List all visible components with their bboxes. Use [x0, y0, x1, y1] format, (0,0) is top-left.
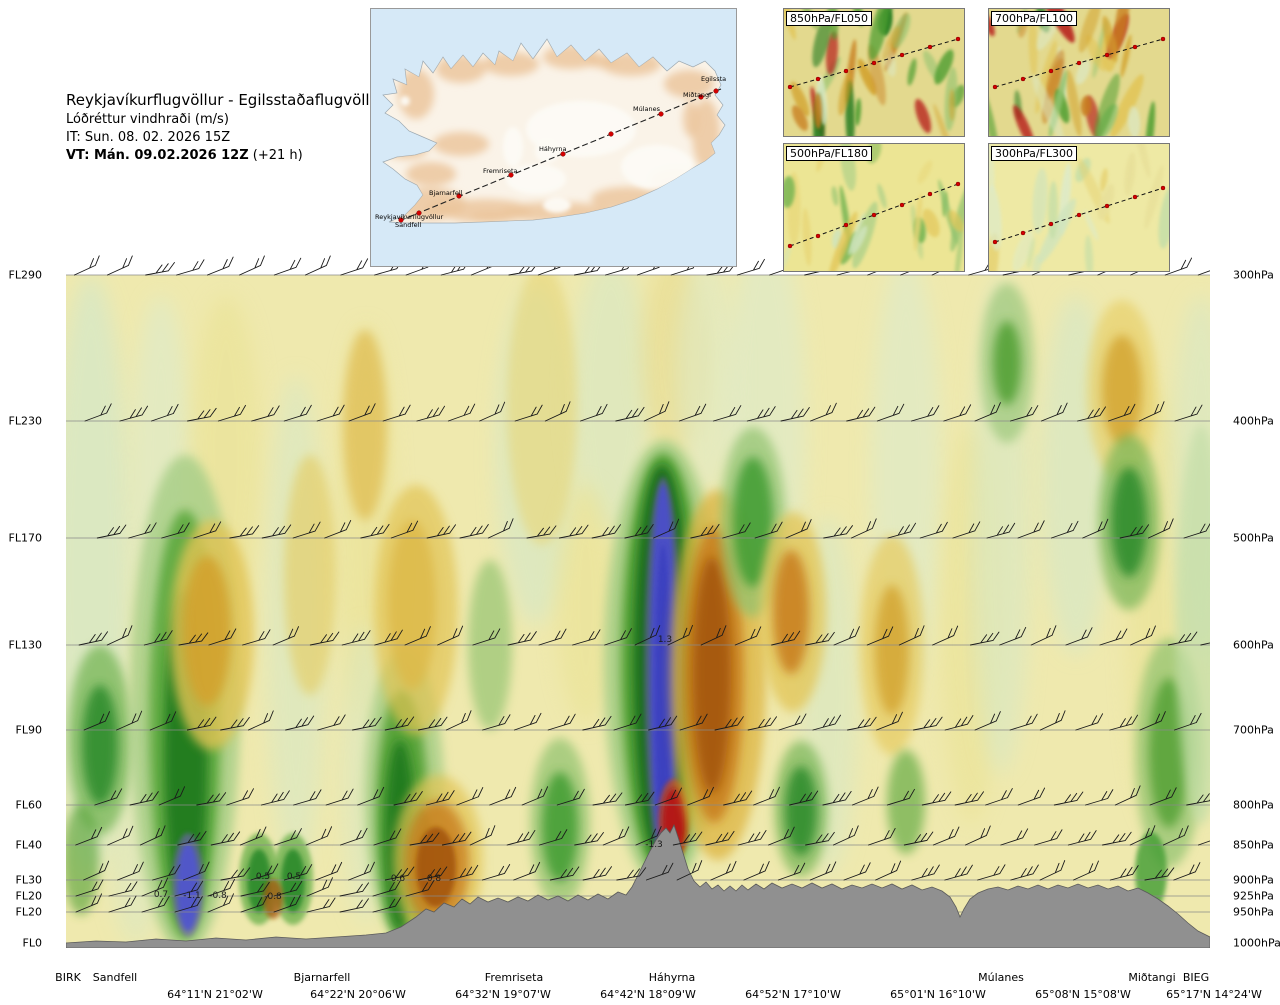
pressure-level-label: 700hPa	[1233, 723, 1274, 737]
waypoint-label: Reykjavíkurflugvöllur	[375, 213, 444, 221]
pressure-level-label: 1000hPa	[1233, 936, 1280, 950]
station-label: BIRK	[55, 971, 81, 984]
pressure-map-thumbnail	[784, 144, 964, 271]
flight-level-label: FL30	[15, 873, 42, 887]
waypoint-label: Sandfell	[395, 221, 422, 229]
station-label: Háhyrna	[648, 971, 696, 984]
waypoint-label: Bjarnarfell	[429, 189, 463, 197]
contour-value-label: -1.3	[645, 840, 663, 850]
flight-level-label: FL40	[15, 838, 42, 852]
cross-section-chart: 1.3 -1.3 0.7 -1.1 -0.8 0.5 0.5 -0.8 0.6 0.8	[66, 255, 1210, 948]
flight-level-label: FL230	[8, 414, 42, 428]
valid-time-offset: (+21 h)	[248, 148, 303, 164]
chart-subtitle: Lóðréttur vindhraði (m/s)	[66, 112, 229, 127]
flight-level-label: FL60	[15, 798, 42, 812]
station-coordinate: 64°11'N 21°02'W	[167, 988, 263, 1001]
init-time: IT: Sun. 08. 02. 2026 15Z	[66, 130, 231, 146]
flight-level-label: FL20	[15, 889, 42, 903]
flight-level-label: FL0	[22, 936, 42, 950]
station-label: Bjarnarfell	[293, 971, 351, 984]
pressure-map-panel[interactable]: 700hPa/FL100	[988, 8, 1170, 137]
contour-value-label: 0.8	[426, 874, 442, 884]
pressure-map-panel[interactable]: 850hPa/FL050	[783, 8, 965, 137]
contour-value-label: 1.3	[657, 635, 673, 645]
pressure-map-panel[interactable]: 300hPa/FL300	[988, 143, 1170, 272]
contour-value-label: -0.8	[264, 892, 282, 902]
station-label: Sandfell	[92, 971, 138, 984]
station-coordinate: 64°22'N 20°06'W	[310, 988, 406, 1001]
route-overview-map: Reykjavíkurflugvöllur Sandfell Bjarnarfell…	[370, 8, 737, 267]
contour-value-label: 0.5	[255, 872, 271, 882]
station-coordinate: 65°01'N 16°10'W	[890, 988, 986, 1001]
waypoint-label: Háhyrna	[539, 145, 567, 153]
contour-value-label: 0.7	[153, 890, 169, 900]
flight-level-label: FL20	[15, 905, 42, 919]
pressure-level-label: 800hPa	[1233, 798, 1274, 812]
iceland-map	[371, 9, 736, 266]
panel-level-label: 500hPa/FL180	[786, 146, 873, 161]
station-label: Miðtangi	[1128, 971, 1176, 984]
flight-level-label: FL130	[8, 638, 42, 652]
station-coordinate: 65°08'N 15°08'W	[1035, 988, 1131, 1001]
pressure-level-label: 300hPa	[1233, 268, 1274, 282]
pressure-level-label: 900hPa	[1233, 873, 1274, 887]
flight-level-label: FL290	[8, 268, 42, 282]
cross-section-plot	[66, 255, 1210, 948]
pressure-map-thumbnail	[989, 144, 1169, 271]
flight-level-label: FL90	[15, 723, 42, 737]
station-label: Múlanes	[978, 971, 1024, 984]
title-block: Reykjavíkurflugvöllur - Egilsstaðaflugvö…	[66, 90, 385, 166]
station-label: BIEG	[1182, 971, 1210, 984]
station-coordinate: 64°42'N 18°09'W	[600, 988, 696, 1001]
waypoint-label: Miðtangi	[683, 91, 711, 99]
waypoint-label: Múlanes	[633, 105, 661, 113]
waypoint-label: Egilssta	[701, 75, 727, 83]
station-coordinate: 64°32'N 19°07'W	[455, 988, 551, 1001]
flight-level-label: FL170	[8, 531, 42, 545]
station-coordinate: 65°17'N 14°24'W	[1166, 988, 1262, 1001]
contour-value-label: 0.5	[286, 872, 302, 882]
waypoint-label: Fremriseta	[483, 167, 518, 175]
panel-level-label: 300hPa/FL300	[991, 146, 1078, 161]
valid-time: VT: Mán. 09.02.2026 12Z (+21 h)	[66, 147, 385, 165]
contour-value-label: 0.6	[390, 874, 406, 884]
panel-level-label: 850hPa/FL050	[786, 11, 873, 26]
pressure-map-panel[interactable]: 500hPa/FL180	[783, 143, 965, 272]
pressure-level-label: 500hPa	[1233, 531, 1274, 545]
pressure-map-thumbnail	[989, 9, 1169, 136]
page-title: Reykjavíkurflugvöllur - Egilsstaðaflugvö…	[66, 91, 386, 109]
panel-level-label: 700hPa/FL100	[991, 11, 1078, 26]
pressure-level-label: 600hPa	[1233, 638, 1274, 652]
pressure-level-label: 925hPa	[1233, 889, 1274, 903]
pressure-level-label: 950hPa	[1233, 905, 1274, 919]
contour-value-label: -0.8	[209, 891, 227, 901]
valid-time-main: VT: Mán. 09.02.2026 12Z	[66, 148, 249, 164]
station-label: Fremriseta	[484, 971, 544, 984]
pressure-level-label: 850hPa	[1233, 838, 1274, 852]
pressure-level-label: 400hPa	[1233, 414, 1274, 428]
contour-value-label: -1.1	[183, 891, 201, 901]
station-coordinate: 64°52'N 17°10'W	[745, 988, 841, 1001]
pressure-map-thumbnail	[784, 9, 964, 136]
